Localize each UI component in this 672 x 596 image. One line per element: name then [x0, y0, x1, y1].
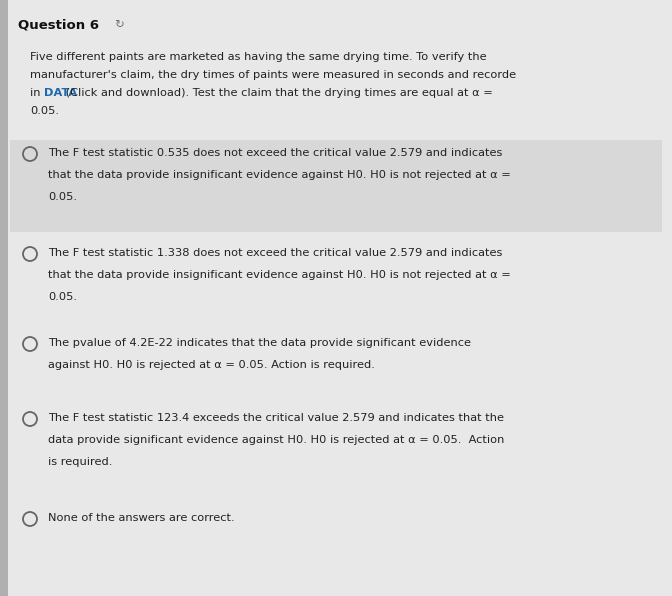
Text: The pvalue of 4.2E-22 indicates that the data provide significant evidence: The pvalue of 4.2E-22 indicates that the… — [48, 338, 471, 348]
Text: ↻: ↻ — [114, 18, 124, 31]
Text: against H0. H0 is rejected at α = 0.05. Action is required.: against H0. H0 is rejected at α = 0.05. … — [48, 360, 375, 370]
FancyBboxPatch shape — [10, 140, 662, 232]
Text: DATA: DATA — [44, 88, 77, 98]
Text: 0.05.: 0.05. — [30, 106, 59, 116]
Text: data provide significant evidence against H0. H0 is rejected at α = 0.05.  Actio: data provide significant evidence agains… — [48, 435, 505, 445]
Text: 0.05.: 0.05. — [48, 192, 77, 202]
Text: (Click and download). Test the claim that the drying times are equal at α =: (Click and download). Test the claim tha… — [62, 88, 493, 98]
Text: that the data provide insignificant evidence against H0. H0 is not rejected at α: that the data provide insignificant evid… — [48, 170, 511, 180]
Text: Five different paints are marketed as having the same drying time. To verify the: Five different paints are marketed as ha… — [30, 52, 487, 62]
Text: is required.: is required. — [48, 457, 112, 467]
Text: The F test statistic 1.338 does not exceed the critical value 2.579 and indicate: The F test statistic 1.338 does not exce… — [48, 248, 503, 258]
Text: manufacturer's claim, the dry times of paints were measured in seconds and recor: manufacturer's claim, the dry times of p… — [30, 70, 516, 80]
Text: that the data provide insignificant evidence against H0. H0 is not rejected at α: that the data provide insignificant evid… — [48, 270, 511, 280]
Text: None of the answers are correct.: None of the answers are correct. — [48, 513, 235, 523]
Text: Question 6: Question 6 — [18, 18, 99, 31]
FancyBboxPatch shape — [0, 0, 8, 596]
Text: The F test statistic 0.535 does not exceed the critical value 2.579 and indicate: The F test statistic 0.535 does not exce… — [48, 148, 503, 158]
Text: The F test statistic 123.4 exceeds the critical value 2.579 and indicates that t: The F test statistic 123.4 exceeds the c… — [48, 413, 504, 423]
Text: in: in — [30, 88, 44, 98]
Text: 0.05.: 0.05. — [48, 292, 77, 302]
